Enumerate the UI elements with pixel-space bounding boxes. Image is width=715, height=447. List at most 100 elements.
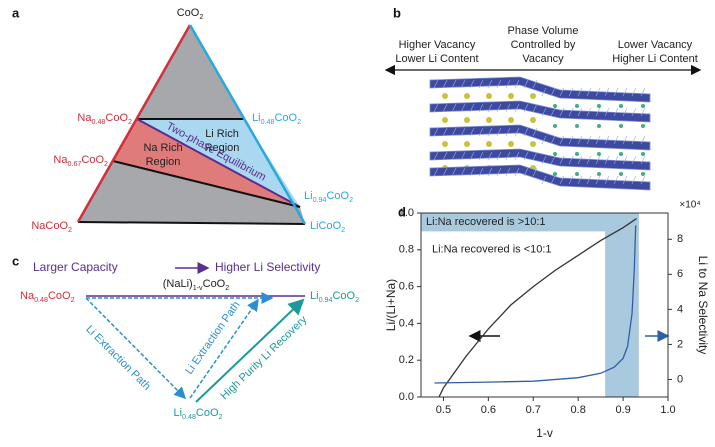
- region-label: Li Rich: [205, 128, 239, 140]
- ion: [575, 152, 579, 156]
- formula-label: Na0.48CoO2: [20, 290, 75, 304]
- ion: [508, 93, 514, 99]
- layer-edge: [622, 107, 628, 117]
- shaded-band: [421, 213, 639, 232]
- layer-edge: [433, 103, 439, 113]
- ion: [575, 124, 579, 128]
- layer: [429, 124, 651, 151]
- panel-letter: a: [12, 5, 20, 20]
- layer-edge: [433, 151, 439, 161]
- layer-edge: [514, 167, 520, 177]
- layer: [429, 100, 651, 123]
- x-tick-label: 0.6: [481, 404, 496, 416]
- layer-edge: [622, 135, 628, 145]
- layer-edge: [496, 127, 502, 137]
- chart: [417, 212, 672, 401]
- formula-text: Li: [173, 407, 182, 419]
- layer-edge: [613, 175, 619, 185]
- layer-edge: [631, 175, 637, 185]
- ion: [553, 124, 557, 128]
- layer-edge: [469, 103, 475, 113]
- layer-edge: [496, 167, 502, 177]
- dashed-path: [85, 297, 187, 400]
- x-axis-label: 1-v: [536, 426, 553, 440]
- layer-edge: [460, 127, 466, 137]
- layer-edge: [559, 107, 565, 117]
- layer-edge: [523, 103, 529, 113]
- formula-label: NaCoO2: [31, 220, 72, 234]
- ion: [553, 104, 557, 108]
- edge: [77, 221, 306, 225]
- layer-edge: [451, 79, 457, 89]
- label: Larger Capacity: [33, 260, 118, 274]
- ternary-diagram: [76, 24, 307, 225]
- annotation: Lower Vacancy: [618, 39, 693, 51]
- layer-edge: [640, 107, 646, 117]
- formula-text: CoO: [196, 407, 219, 419]
- layer-edge: [532, 151, 538, 161]
- x-tick-label: 0.5: [436, 404, 451, 416]
- layer-edge: [604, 175, 610, 185]
- annotation: Phase Volume: [508, 25, 579, 37]
- ion: [575, 172, 579, 176]
- subscript: 2: [104, 160, 108, 168]
- layer-edge: [442, 103, 448, 113]
- formula-label: LiCoO2: [310, 220, 345, 234]
- ion: [553, 172, 557, 176]
- subscript: 2: [349, 196, 353, 204]
- subscript: 0.48: [261, 118, 275, 126]
- y-tick-label: 0.0: [399, 391, 414, 403]
- subscript: 0.48: [182, 413, 196, 421]
- layer-edge: [604, 135, 610, 145]
- layer-edge: [613, 107, 619, 117]
- ion: [619, 124, 623, 128]
- pathway-diagram: [85, 262, 305, 403]
- ion: [597, 124, 601, 128]
- panel-letter: d: [398, 204, 406, 219]
- annotation: Higher Vacancy: [399, 39, 476, 51]
- ion: [464, 141, 470, 147]
- layer-edge: [604, 87, 610, 97]
- layer-edge: [469, 127, 475, 137]
- y-axis-label: Li/(Li+Na): [384, 279, 398, 331]
- layer-edge: [505, 127, 511, 137]
- ion: [486, 141, 492, 147]
- layer-edge: [559, 135, 565, 145]
- label: Li Extraction Path: [83, 323, 152, 392]
- layer-edge: [577, 135, 583, 145]
- layer-edge: [514, 79, 520, 89]
- layer-edge: [559, 175, 565, 185]
- layer-edge: [442, 151, 448, 161]
- layer-edge: [577, 155, 583, 165]
- layer-edge: [514, 127, 520, 137]
- ion: [464, 93, 470, 99]
- layer-edge: [478, 151, 484, 161]
- layer-edge: [451, 103, 457, 113]
- formula-label: Na0.48CoO2: [77, 112, 132, 126]
- layer-edge: [487, 127, 493, 137]
- layer-edge: [487, 151, 493, 161]
- gray-region: [137, 25, 244, 119]
- layer-edge: [568, 87, 574, 97]
- formula-label: Li0.48CoO2: [173, 407, 222, 421]
- y-tick-label: 0.8: [399, 244, 414, 256]
- layer-edge: [505, 79, 511, 89]
- formula-label: Li0.48CoO2: [252, 112, 301, 126]
- ion: [442, 141, 448, 147]
- layer-edge: [595, 175, 601, 185]
- subscript: 2: [219, 413, 223, 421]
- formula-label: Li0.94CoO2: [304, 190, 353, 204]
- formula-text: (NaLi): [163, 278, 193, 290]
- layer-edge: [595, 135, 601, 145]
- ion: [619, 172, 623, 176]
- y2-tick-label: 0: [677, 373, 683, 385]
- ion: [464, 117, 470, 123]
- formula-text: CoO: [332, 290, 355, 302]
- y2-axis-label: Li to Na Selectivity: [696, 256, 710, 355]
- layer-edge: [496, 79, 502, 89]
- subscript: 2: [297, 118, 301, 126]
- ion: [641, 124, 645, 128]
- layer-edge: [496, 151, 502, 161]
